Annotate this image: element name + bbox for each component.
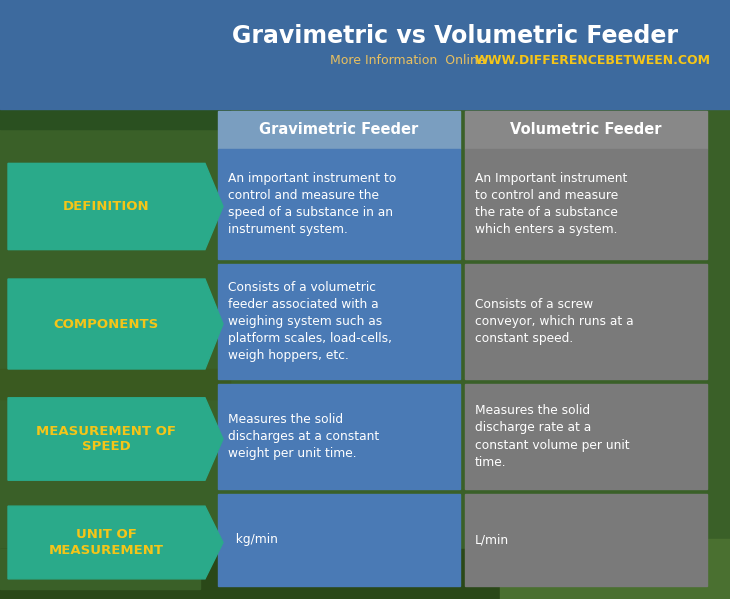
Bar xyxy=(0,0,730,69)
Text: Consists of a volumetric
feeder associated with a
weighing system such as
platfo: Consists of a volumetric feeder associat… xyxy=(228,281,392,362)
Text: DEFINITION: DEFINITION xyxy=(64,200,150,213)
Bar xyxy=(0,109,230,129)
Bar xyxy=(465,384,707,489)
Polygon shape xyxy=(8,164,223,250)
Polygon shape xyxy=(8,506,223,579)
Bar xyxy=(0,549,730,599)
Bar xyxy=(500,539,730,599)
Text: WWW.DIFFERENCEBETWEEN.COM: WWW.DIFFERENCEBETWEEN.COM xyxy=(475,55,711,68)
Bar xyxy=(100,29,300,79)
Text: More Information  Online: More Information Online xyxy=(330,55,485,68)
Text: MEASUREMENT OF
SPEED: MEASUREMENT OF SPEED xyxy=(36,425,177,453)
Text: Measures the solid
discharges at a constant
weight per unit time.: Measures the solid discharges at a const… xyxy=(228,413,380,460)
Bar xyxy=(0,0,730,109)
Polygon shape xyxy=(8,398,223,480)
Bar xyxy=(218,494,460,586)
Bar xyxy=(465,111,707,149)
Bar xyxy=(465,264,707,379)
Bar xyxy=(465,494,707,586)
Text: UNIT OF
MEASUREMENT: UNIT OF MEASUREMENT xyxy=(49,528,164,556)
Text: Gravimetric vs Volumetric Feeder: Gravimetric vs Volumetric Feeder xyxy=(232,24,678,48)
Bar xyxy=(218,264,460,379)
Polygon shape xyxy=(8,279,223,369)
Bar xyxy=(0,189,230,219)
Bar xyxy=(218,111,460,149)
Bar xyxy=(0,0,300,59)
Bar xyxy=(218,384,460,489)
Text: kg/min: kg/min xyxy=(228,534,278,546)
Text: Volumetric Feeder: Volumetric Feeder xyxy=(510,123,662,138)
Bar xyxy=(400,9,600,69)
Bar xyxy=(0,549,200,589)
Text: Consists of a screw
conveyor, which runs at a
constant speed.: Consists of a screw conveyor, which runs… xyxy=(475,298,634,345)
Bar xyxy=(465,149,707,259)
Bar xyxy=(218,149,460,259)
Text: COMPONENTS: COMPONENTS xyxy=(54,317,159,331)
Bar xyxy=(550,0,730,89)
Text: Measures the solid
discharge rate at a
constant volume per unit
time.: Measures the solid discharge rate at a c… xyxy=(475,404,629,468)
Bar xyxy=(0,369,230,399)
Bar xyxy=(680,149,730,449)
Text: Gravimetric Feeder: Gravimetric Feeder xyxy=(259,123,418,138)
Text: An Important instrument
to control and measure
the rate of a substance
which ent: An Important instrument to control and m… xyxy=(475,172,627,236)
Text: An important instrument to
control and measure the
speed of a substance in an
in: An important instrument to control and m… xyxy=(228,172,396,236)
Text: L/min: L/min xyxy=(475,534,509,546)
